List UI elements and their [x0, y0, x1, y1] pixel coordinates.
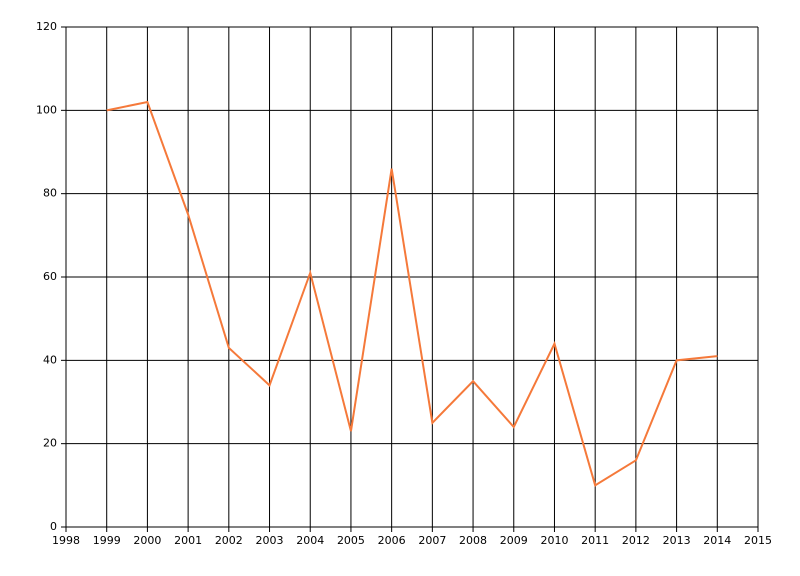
y-tick-label: 100: [36, 103, 57, 116]
line-series: [106, 100, 718, 487]
y-tick-label: 120: [36, 20, 57, 33]
x-tick-label: 2012: [622, 534, 650, 547]
y-tick-label: 40: [43, 353, 57, 366]
x-tick-label: 2006: [378, 534, 406, 547]
x-tick-label: 2007: [418, 534, 446, 547]
x-tick-label: 1998: [52, 534, 80, 547]
x-tick-label: 2009: [500, 534, 528, 547]
x-tick-label: 2001: [174, 534, 202, 547]
x-tick-label: 2011: [581, 534, 609, 547]
y-tick-label: 0: [50, 520, 57, 533]
x-tick-label: 2013: [663, 534, 691, 547]
x-tick-label: 1999: [93, 534, 121, 547]
x-tick-label: 2002: [215, 534, 243, 547]
x-tick-label: 2004: [296, 534, 324, 547]
y-tick-label: 60: [43, 270, 57, 283]
x-tick-label: 2005: [337, 534, 365, 547]
x-tick-label: 2008: [459, 534, 487, 547]
x-tick-label: 2014: [703, 534, 731, 547]
x-tick-label: 2010: [540, 534, 568, 547]
x-tick-label: 2003: [256, 534, 284, 547]
x-tick-label: 2015: [744, 534, 772, 547]
y-tick-label: 20: [43, 437, 57, 450]
x-tick-label: 2000: [133, 534, 161, 547]
y-tick-label: 80: [43, 187, 57, 200]
